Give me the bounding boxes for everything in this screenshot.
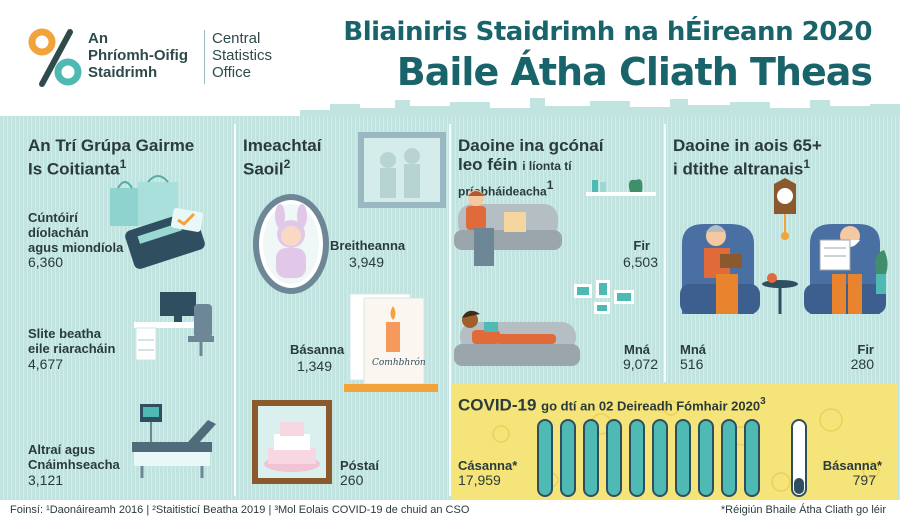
condolence-card-text: Comhbhrón bbox=[372, 358, 426, 368]
covid-deaths-label: Básanna* bbox=[822, 458, 882, 473]
page-title: Baile Átha Cliath Theas bbox=[396, 50, 873, 94]
column-divider bbox=[664, 124, 666, 382]
header bbox=[0, 0, 900, 116]
picture-frames-icon bbox=[574, 280, 634, 314]
logo-english-text: Central Statistics Office bbox=[212, 30, 273, 81]
living-alone-women-value: 9,072 bbox=[622, 356, 658, 372]
shelf-plants-icon bbox=[586, 179, 656, 196]
family-photo-frame-icon bbox=[358, 132, 446, 208]
covid-deaths-value: 797 bbox=[852, 472, 876, 488]
nursing-women-value: 516 bbox=[680, 356, 704, 372]
nursing-women-label: Mná bbox=[680, 342, 706, 357]
marriages-value: 260 bbox=[340, 472, 364, 488]
occupation-value: 6,360 bbox=[28, 254, 64, 270]
footer-note: *Réigiún Bhaile Átha Cliath go léir bbox=[720, 504, 886, 516]
occupation-label: Slite beatha eile riaracháin bbox=[28, 326, 116, 356]
occupation-value: 4,677 bbox=[28, 356, 64, 372]
wedding-cake-frame-icon bbox=[252, 400, 332, 484]
logo-irish-text: An Phríomh-Oifig Staidrimh bbox=[88, 30, 188, 81]
hospital-bed-icon bbox=[132, 404, 216, 478]
column-divider bbox=[449, 124, 451, 496]
nursing-homes-heading: Daoine in aois 65+ i dtithe altranais1 bbox=[673, 136, 822, 179]
footer-sources: Foinsí: ¹Daonáireamh 2016 | ²Staitisticí… bbox=[10, 504, 470, 516]
elderly-couple-icon bbox=[680, 224, 888, 314]
occupation-label: Cúntóirí díolachán agus miondíola bbox=[28, 210, 124, 255]
woman-reading-on-sofa-icon bbox=[454, 310, 580, 366]
logo-divider bbox=[204, 30, 205, 84]
nursing-men-value: 280 bbox=[850, 356, 874, 372]
nursing-men-label: Fir bbox=[857, 342, 874, 357]
test-tubes-icon bbox=[537, 419, 807, 497]
column-divider bbox=[234, 124, 236, 496]
occupation-label: Altraí agus Cnáimhseacha bbox=[28, 442, 120, 472]
covid-box bbox=[451, 384, 898, 500]
living-alone-heading: Daoine ina gcónaí leo féin i líonta tí p… bbox=[458, 136, 604, 199]
skyline-decoration bbox=[300, 98, 900, 118]
marriages-label: Póstaí bbox=[340, 458, 380, 473]
living-alone-men-value: 6,503 bbox=[622, 254, 658, 270]
condolence-card-icon bbox=[344, 293, 438, 392]
births-value: 3,949 bbox=[348, 254, 384, 270]
card-payment-icon bbox=[125, 208, 205, 269]
occupation-value: 3,121 bbox=[28, 472, 64, 488]
covid-title: COVID-19 go dtí an 02 Deireadh Fómhair 2… bbox=[458, 395, 766, 415]
wall-clock-icon bbox=[774, 178, 796, 240]
deaths-value: 1,349 bbox=[296, 358, 332, 374]
virus-pattern-icon bbox=[492, 400, 880, 492]
page-subtitle: Bliainiris Staidrimh na hÉireann 2020 bbox=[343, 17, 872, 47]
covid-cases-value: 17,959 bbox=[458, 472, 501, 488]
living-alone-women-label: Mná bbox=[624, 342, 650, 357]
living-alone-men-label: Fir bbox=[633, 238, 650, 253]
occupations-heading: An Trí Grúpa Gairme Is Coitianta1 bbox=[28, 136, 195, 179]
deaths-label: Básanna bbox=[290, 342, 345, 357]
office-desk-icon bbox=[134, 292, 214, 361]
cso-logo-icon bbox=[28, 28, 82, 87]
covid-cases-label: Cásanna* bbox=[458, 458, 518, 473]
baby-portrait-icon bbox=[253, 194, 329, 294]
man-on-sofa-icon bbox=[454, 190, 562, 266]
births-label: Breitheanna bbox=[330, 238, 406, 253]
life-events-heading: Imeachtaí Saoil2 bbox=[243, 136, 322, 179]
